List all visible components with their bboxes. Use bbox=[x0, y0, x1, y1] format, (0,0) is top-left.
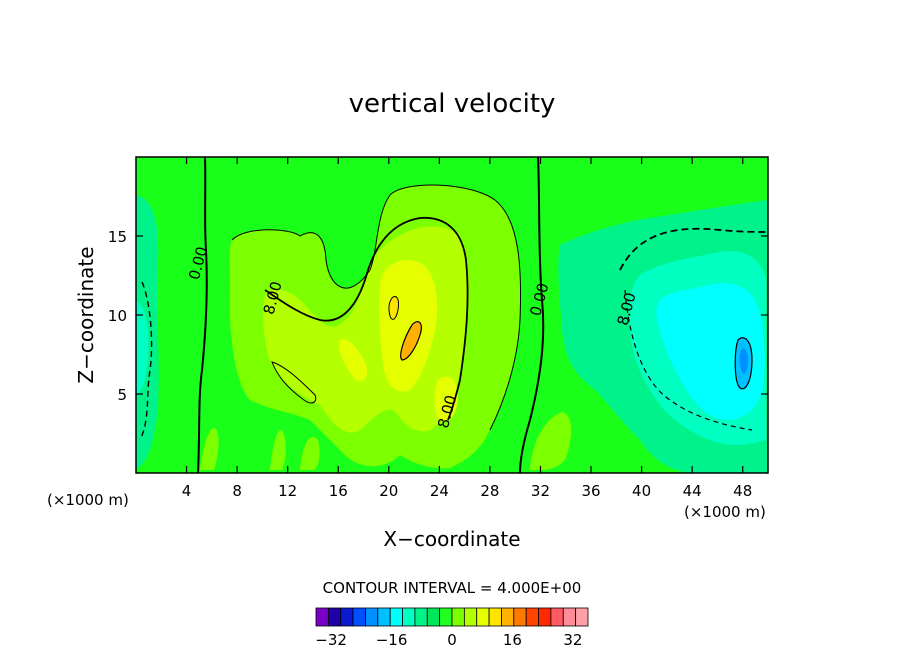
colorbar-swatch bbox=[451, 607, 465, 627]
colorbar-tick-label: −32 bbox=[315, 631, 347, 649]
region-max bbox=[400, 321, 422, 360]
region-right-strong bbox=[656, 282, 765, 420]
colorbar-swatch bbox=[538, 607, 552, 627]
y-tick-label: 15 bbox=[108, 228, 127, 246]
x-axis-unit-right: (×1000 m) bbox=[684, 503, 766, 521]
colorbar-swatch bbox=[562, 607, 577, 627]
contour-core bbox=[400, 321, 422, 361]
x-tick-label: 4 bbox=[182, 482, 192, 500]
x-tick-label: 32 bbox=[531, 482, 550, 500]
contour-negative-left bbox=[139, 281, 153, 441]
x-tick-label: 12 bbox=[278, 482, 297, 500]
colorbar-swatch bbox=[488, 607, 502, 627]
region-max-2 bbox=[388, 296, 399, 320]
colorbar-swatch bbox=[476, 607, 490, 627]
colorbar-swatch bbox=[340, 607, 354, 627]
contour-zero-left bbox=[197, 157, 208, 473]
colorbar-swatch bbox=[426, 607, 441, 627]
x-tick-label: 48 bbox=[733, 482, 752, 500]
x-tick-label: 28 bbox=[480, 482, 499, 500]
x-tick-label: 24 bbox=[430, 482, 449, 500]
x-tick-label: 44 bbox=[683, 482, 702, 500]
y-tick-label: 5 bbox=[117, 386, 127, 404]
colorbar-swatch bbox=[402, 607, 416, 627]
contour-core-2 bbox=[388, 296, 399, 320]
colorbar-tick-label: 0 bbox=[447, 631, 457, 649]
y-axis-ticks: 5 10 15 bbox=[108, 228, 768, 404]
region-left-strong bbox=[136, 300, 149, 395]
x-tick-label: 36 bbox=[581, 482, 600, 500]
contour-lines bbox=[139, 157, 768, 473]
colorbar-swatch bbox=[327, 607, 342, 627]
colorbar-swatch bbox=[365, 607, 379, 627]
colorbar-swatch bbox=[513, 607, 527, 627]
region-right-min bbox=[739, 348, 748, 374]
colorbar-swatch bbox=[377, 607, 391, 627]
x-axis-label: X−coordinate bbox=[383, 527, 520, 551]
colorbar-swatch bbox=[525, 607, 539, 627]
colorbar-swatch bbox=[414, 607, 428, 627]
x-tick-label: 20 bbox=[379, 482, 398, 500]
region-core-3 bbox=[339, 339, 368, 382]
region-core bbox=[378, 259, 438, 392]
contour-positive-12 bbox=[231, 184, 522, 431]
colorbar-swatch bbox=[463, 607, 478, 627]
x-tick-label: 16 bbox=[329, 482, 348, 500]
y-tick-label: 10 bbox=[108, 307, 127, 325]
contour-zero-right bbox=[519, 157, 545, 473]
contour-blob bbox=[271, 361, 317, 404]
y-axis-label: Z−coordinate bbox=[74, 246, 98, 383]
colorbar-swatch bbox=[315, 607, 329, 627]
region-lower-blobs bbox=[200, 412, 572, 470]
chart-title: vertical velocity bbox=[349, 89, 556, 119]
colorbar-tick-label: −16 bbox=[376, 631, 408, 649]
colorbar-swatch bbox=[389, 607, 403, 627]
colorbar bbox=[315, 607, 589, 627]
colorbar-tick-label: 32 bbox=[563, 631, 582, 649]
plot-area: 0.008.008.000.00 8.00 bbox=[136, 157, 768, 473]
contour-interval-note: CONTOUR INTERVAL = 4.000E+00 bbox=[323, 579, 582, 597]
contour-right-max bbox=[734, 337, 753, 390]
x-tick-label: 40 bbox=[632, 482, 651, 500]
colorbar-swatch bbox=[352, 607, 366, 627]
x-tick-label: 8 bbox=[232, 482, 242, 500]
contour-positive-8 bbox=[264, 217, 469, 421]
colorbar-swatch bbox=[550, 607, 564, 627]
colorbar-swatch bbox=[575, 607, 589, 627]
colorbar-swatch bbox=[439, 607, 453, 627]
x-axis-unit-left: (×1000 m) bbox=[47, 491, 129, 509]
colorbar-tick-label: 16 bbox=[503, 631, 522, 649]
colorbar-tick-labels: −32 −16 0 16 32 bbox=[315, 631, 582, 649]
colorbar-swatch bbox=[501, 607, 515, 627]
contour-negative-right bbox=[619, 227, 768, 271]
x-axis-ticks: 4 8 12 16 20 24 28 32 36 40 44 48 bbox=[182, 157, 752, 500]
